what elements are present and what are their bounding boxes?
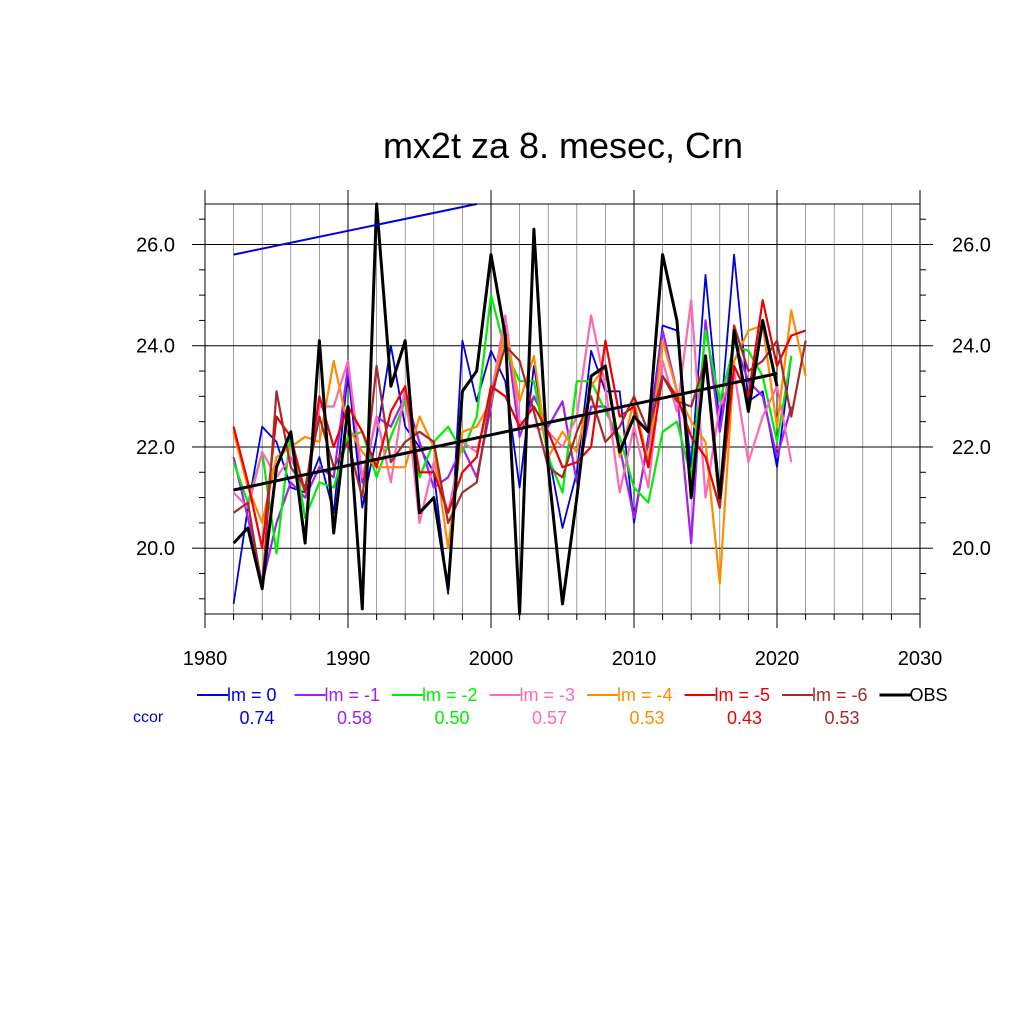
- y-tick-label-left: 26.0: [136, 234, 175, 256]
- ccor-value-3: 0.57: [532, 708, 567, 728]
- y-tick-label-right: 26.0: [952, 234, 991, 256]
- ccor-value-1: 0.58: [337, 708, 372, 728]
- x-tick-label: 2020: [755, 648, 800, 670]
- legend-label-2: lm = -2: [422, 685, 478, 705]
- y-tick-label-left: 24.0: [136, 336, 175, 358]
- y-tick-label-right: 22.0: [952, 437, 991, 459]
- legend-label-4: lm = -4: [617, 685, 673, 705]
- x-tick-label: 1990: [326, 648, 371, 670]
- ccor-value-4: 0.53: [629, 708, 664, 728]
- series-lines: [232, 202, 807, 616]
- ccor-value-2: 0.50: [434, 708, 469, 728]
- axes: 1980 1990 2000 2010 2020 2030 20.0 20.0 22.0 22.0…: [136, 190, 991, 670]
- legend-label-7: OBS: [910, 685, 948, 705]
- trend-line-1: [233, 372, 778, 492]
- x-tick-label: 2000: [469, 648, 514, 670]
- legend-label-6: lm = -6: [812, 685, 868, 705]
- series-line-4: [232, 309, 807, 585]
- plot-frame: [204, 203, 921, 615]
- y-tick-label-right: 24.0: [952, 336, 991, 358]
- ccor-value-0: 0.74: [239, 708, 274, 728]
- legend-label-0: lm = 0: [227, 685, 277, 705]
- x-tick-label: 1980: [183, 648, 228, 670]
- x-tick-label: 2030: [898, 648, 943, 670]
- y-tick-label-left: 22.0: [136, 437, 175, 459]
- x-tick-label: 2010: [612, 648, 657, 670]
- ccor-value-5: 0.43: [727, 708, 762, 728]
- series-line-7: [232, 202, 779, 616]
- ccor-label: ccor: [133, 709, 164, 726]
- legend-label-5: lm = -5: [715, 685, 771, 705]
- series-line-5: [232, 299, 806, 550]
- trend-line-0: [233, 203, 477, 256]
- legend: lm = 0 0.74 lm = -1 0.58 lm = -2 0.50 lm = -3 0…: [133, 685, 948, 728]
- y-tick-label-right: 20.0: [952, 538, 991, 560]
- legend-label-3: lm = -3: [520, 685, 576, 705]
- legend-label-1: lm = -1: [325, 685, 381, 705]
- grid: [205, 204, 920, 614]
- y-tick-label-left: 20.0: [136, 538, 175, 560]
- chart-title: mx2t za 8. mesec, Crn: [383, 125, 743, 166]
- ccor-value-6: 0.53: [824, 708, 859, 728]
